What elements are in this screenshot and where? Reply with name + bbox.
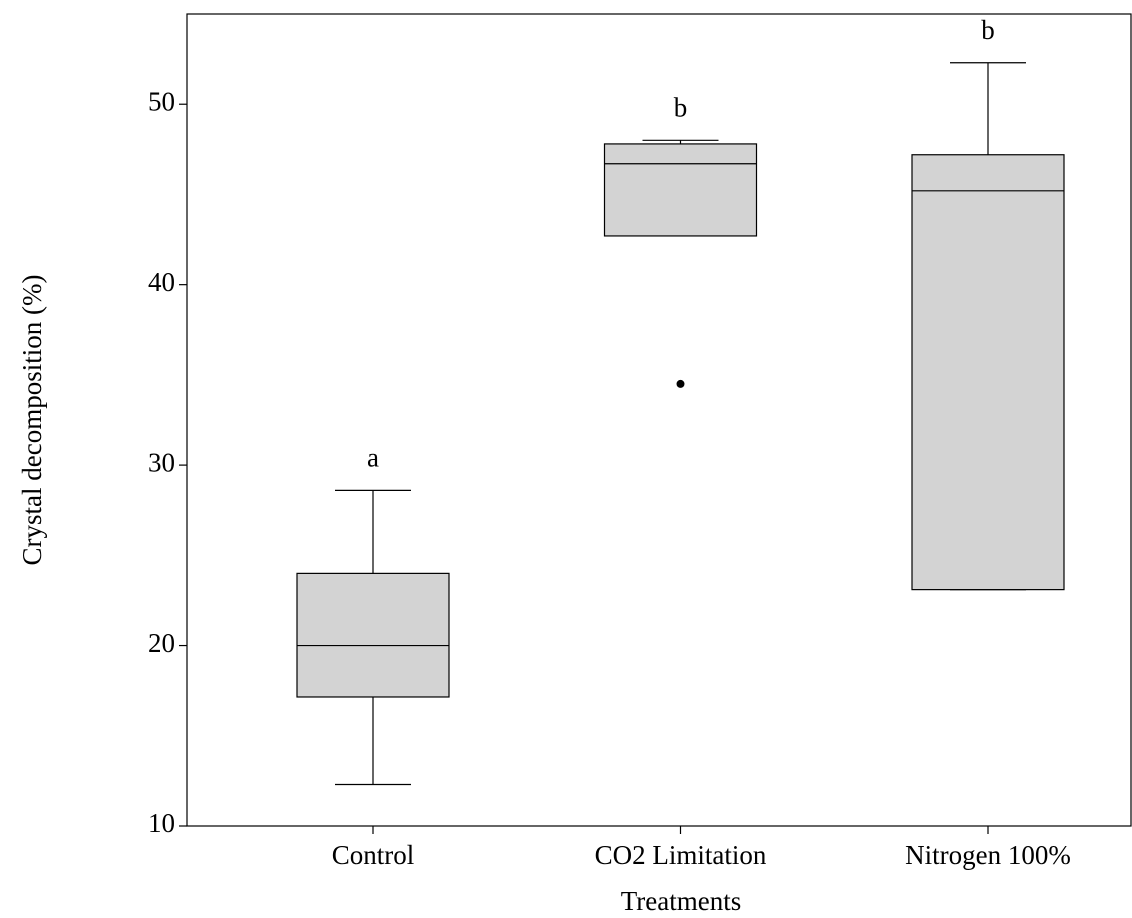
plot-frame [186,13,1132,827]
x-axis-label: Treatments [621,886,742,916]
box [911,154,1065,591]
y-tick-label: 50 [148,86,175,116]
y-tick-label: 20 [148,628,175,658]
annotation: b [674,93,688,123]
annotation: b [981,15,995,45]
box [603,143,758,237]
annotation: a [367,443,379,473]
outlier [676,379,685,388]
box [296,572,450,698]
y-tick-label: 10 [148,808,175,838]
y-tick-label: 30 [148,447,175,477]
x-tick-label: CO2 Limitation [595,840,767,870]
x-tick-label: Control [332,840,415,870]
y-axis-label: Crystal decomposition (%) [17,275,47,566]
y-tick-label: 40 [148,267,175,297]
x-tick-label: Nitrogen 100% [905,840,1071,870]
